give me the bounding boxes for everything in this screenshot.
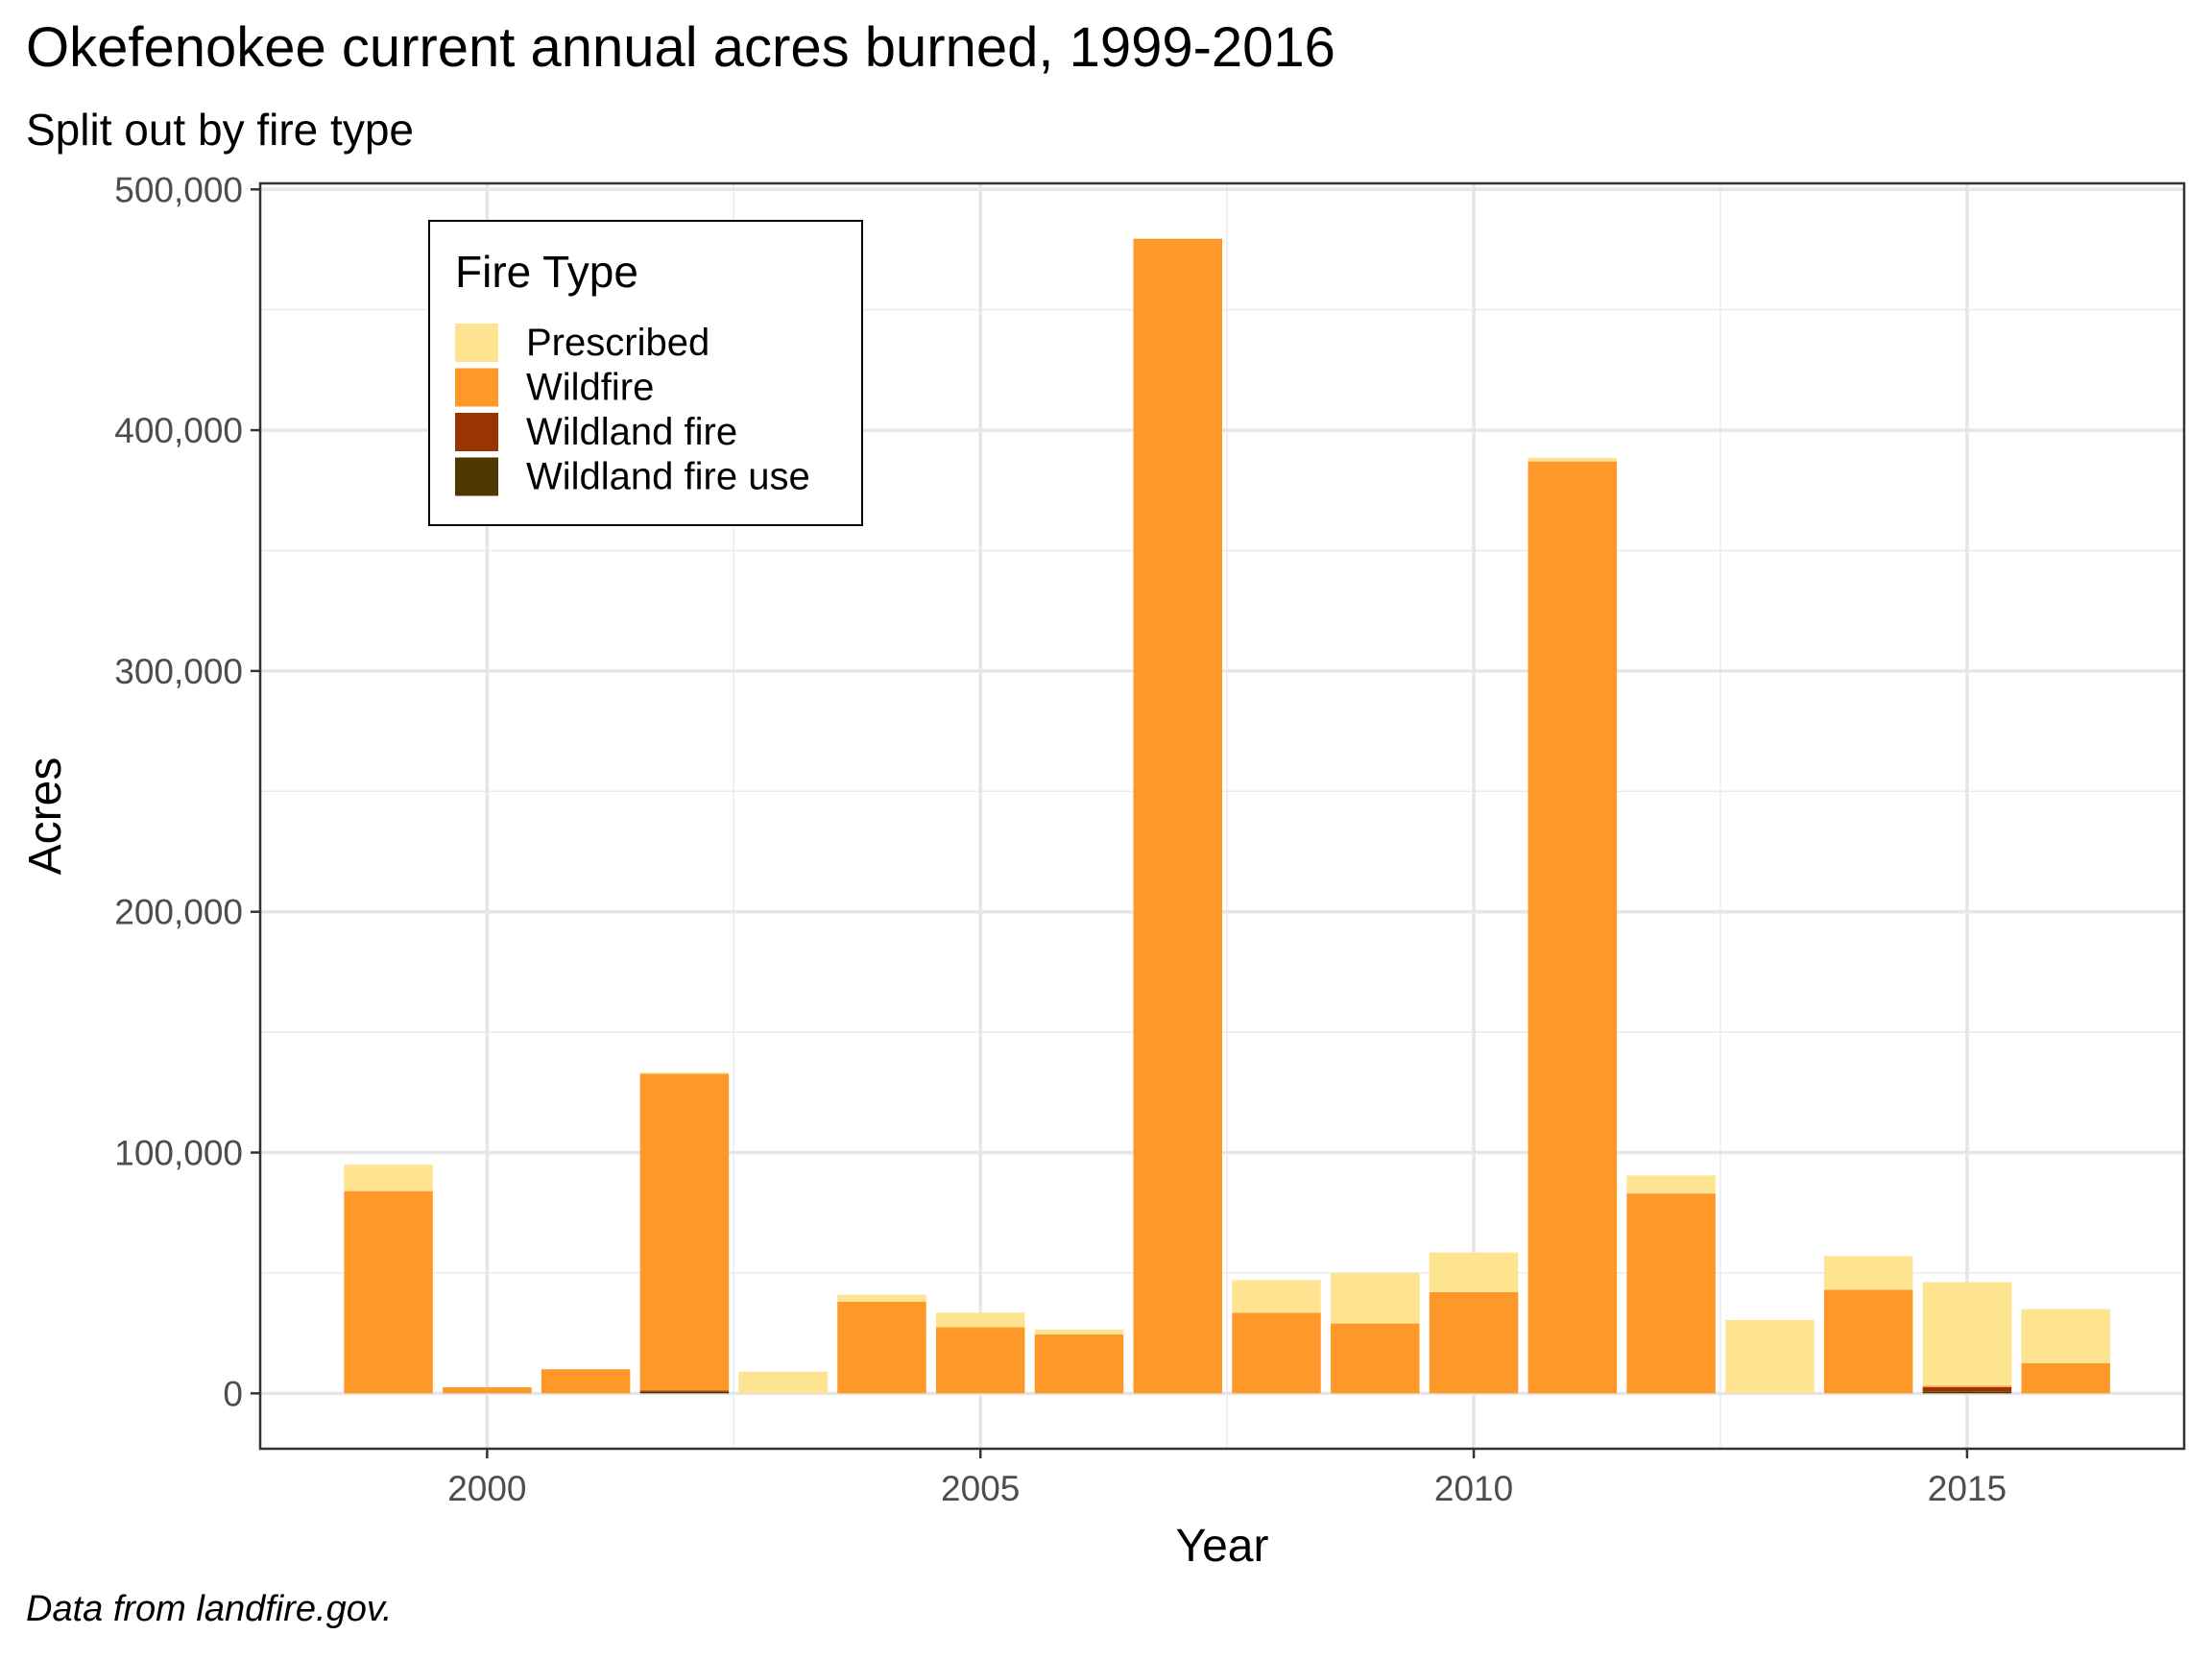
bar-wildfire-2012 <box>1626 1193 1716 1394</box>
chart-subtitle: Split out by fire type <box>26 105 414 155</box>
legend-label-wildland-fire-use: Wildland fire use <box>526 456 810 498</box>
bar-wildfire-2004 <box>837 1302 926 1394</box>
chart-title: Okefenokee current annual acres burned, … <box>26 16 1335 79</box>
y-tick-label: 500,000 <box>114 170 243 209</box>
legend-label-wildfire: Wildfire <box>526 367 654 409</box>
bar-wildfire-2007 <box>1133 238 1222 1394</box>
y-axis-title: Acres <box>20 757 71 876</box>
bar-prescribed-2006 <box>1034 1329 1124 1334</box>
bar-wildfire-2011 <box>1527 461 1618 1394</box>
bar-wildland-fire-2015 <box>1922 1386 2012 1392</box>
bar-prescribed-2016 <box>2021 1309 2110 1363</box>
legend-label-prescribed: Prescribed <box>526 322 709 364</box>
bar-wildfire-2000 <box>443 1387 532 1394</box>
bar-wildfire-2001 <box>541 1369 631 1394</box>
y-tick-label: 100,000 <box>114 1134 243 1173</box>
x-axis-title: Year <box>1176 1521 1269 1572</box>
bar-prescribed-2004 <box>837 1294 926 1303</box>
bar-prescribed-2012 <box>1626 1175 1716 1194</box>
bar-prescribed-2010 <box>1429 1252 1519 1292</box>
bar-prescribed-2009 <box>1331 1272 1420 1324</box>
x-tick-label: 2015 <box>1928 1469 2007 1508</box>
x-tick-label: 2000 <box>447 1469 526 1508</box>
bar-prescribed-2011 <box>1527 457 1618 462</box>
y-tick-label: 300,000 <box>114 652 243 691</box>
bar-wildfire-2006 <box>1034 1334 1124 1394</box>
bar-prescribed-2013 <box>1725 1319 1815 1394</box>
bar-wildland-fire-use-2002 <box>639 1391 730 1394</box>
bar-wildfire-2015 <box>1922 1385 2012 1387</box>
legend-label-wildland-fire: Wildland fire <box>526 411 737 453</box>
legend-title: Fire Type <box>455 247 638 297</box>
y-tick-label: 0 <box>223 1374 243 1413</box>
bar-prescribed-2015 <box>1922 1282 2012 1386</box>
data-source-caption: Data from landfire.gov. <box>26 1589 393 1629</box>
bar-wildfire-1999 <box>344 1190 433 1394</box>
x-axis: 2000 2005 2010 2015 <box>447 1449 2007 1508</box>
bar-wildland-fire-use-2015 <box>1922 1391 2012 1394</box>
bar-wildfire-2005 <box>935 1327 1025 1394</box>
y-tick-label: 400,000 <box>114 411 243 450</box>
bar-wildfire-2014 <box>1823 1289 1913 1394</box>
bar-prescribed-2002 <box>639 1072 730 1074</box>
bar-prescribed-2008 <box>1232 1280 1321 1313</box>
y-tick-label: 200,000 <box>114 893 243 932</box>
bar-prescribed-2003 <box>738 1371 828 1394</box>
y-axis: 0 100,000 200,000 300,000 400,000 500,000 <box>114 170 260 1413</box>
bar-wildfire-2016 <box>2021 1362 2110 1394</box>
legend-swatch-wildland-fire-use <box>455 457 498 496</box>
bar-wildfire-2009 <box>1331 1323 1420 1394</box>
legend-swatch-wildfire <box>455 368 498 407</box>
x-tick-label: 2005 <box>941 1469 1020 1508</box>
plot-panel-border <box>258 181 2186 1451</box>
legend-swatch-prescribed <box>455 324 498 362</box>
bar-wildfire-2010 <box>1429 1291 1519 1394</box>
bars <box>344 238 2110 1394</box>
legend-box <box>428 220 863 526</box>
bar-prescribed-2014 <box>1823 1256 1913 1290</box>
legend-swatch-wildland-fire <box>455 413 498 451</box>
bar-wildland-fire-2002 <box>639 1390 730 1392</box>
bar-prescribed-1999 <box>344 1165 433 1191</box>
x-tick-label: 2010 <box>1434 1469 1513 1508</box>
bar-prescribed-2005 <box>935 1312 1025 1328</box>
bar-wildfire-2008 <box>1232 1312 1321 1394</box>
bar-wildfire-2002 <box>639 1073 730 1391</box>
